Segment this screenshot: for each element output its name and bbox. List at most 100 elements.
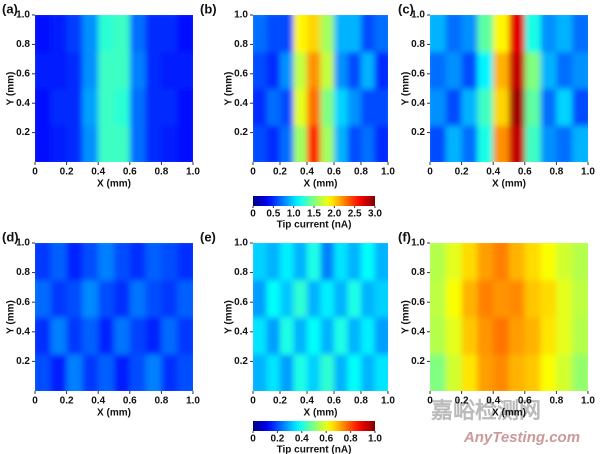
x-tick-label: 0.4 [486, 167, 500, 178]
heat-cell [477, 88, 494, 126]
heat-cell [253, 125, 267, 162]
heat-cell [509, 280, 526, 318]
heat-cell [177, 15, 193, 53]
heat-cell [524, 354, 542, 391]
heat-cell [280, 280, 294, 318]
heat-cell [320, 317, 335, 355]
x-tick-label: 0.8 [354, 396, 368, 407]
heat-cell [145, 125, 162, 162]
x-tick-label: 0 [32, 167, 38, 178]
heat-cell [430, 280, 447, 318]
heat-cell [509, 317, 526, 355]
heat-cell [540, 354, 557, 391]
heat-cell [82, 15, 99, 53]
heat-cell [347, 243, 362, 281]
heat-cell [50, 317, 68, 355]
heat-cell [361, 88, 375, 126]
heat-cell [430, 51, 447, 89]
heat-cell [266, 280, 281, 318]
colorbar-tick-label: 0.4 [295, 434, 309, 445]
heat-cell [161, 280, 178, 318]
heat-cell [374, 317, 388, 355]
heat-cell [556, 317, 573, 355]
y-tick-label: 0.4 [411, 326, 425, 337]
heat-cell [114, 51, 131, 89]
x-tick-label: 1.0 [581, 167, 595, 178]
x-axis-title: X (mm) [492, 408, 526, 419]
heat-cell [374, 243, 388, 281]
heat-cell [114, 243, 131, 281]
heat-cell [82, 88, 99, 126]
heat-cell [493, 15, 510, 53]
x-tick-label: 0.4 [300, 167, 314, 178]
heat-cell [35, 317, 52, 355]
x-axis-title: X (mm) [97, 179, 131, 190]
heat-cell [98, 15, 115, 53]
heat-cell [35, 243, 52, 281]
heat-cell [334, 280, 348, 318]
colorbar [253, 421, 375, 431]
heat-cell [320, 243, 335, 281]
heat-cell [461, 280, 478, 318]
watermark: AnyTesting.com [463, 429, 580, 446]
heat-cell [445, 51, 463, 89]
y-axis-title: Y (mm) [224, 72, 235, 106]
heat-cell [320, 354, 335, 391]
heat-cell [374, 354, 388, 391]
heat-cell [293, 125, 308, 162]
heatmap-cells [253, 243, 388, 391]
y-tick-label: 0.4 [16, 326, 30, 337]
y-tick-label: 0.4 [16, 98, 30, 109]
heat-cell [82, 243, 99, 281]
heat-cell [293, 15, 308, 53]
heat-cell [66, 354, 83, 391]
heatmap [430, 243, 588, 391]
heat-cell [572, 125, 588, 162]
heat-cell [347, 280, 362, 318]
colorbar-tick-label: 0 [250, 209, 256, 220]
y-tick-label: 0.6 [16, 297, 30, 308]
x-tick-label: 0.8 [154, 396, 168, 407]
heat-cell [540, 280, 557, 318]
heat-cell [361, 354, 375, 391]
y-tick-label: 0.6 [16, 68, 30, 79]
heat-cell [509, 15, 526, 53]
heat-cell [293, 280, 308, 318]
heat-cell [347, 51, 362, 89]
heat-cell [50, 354, 68, 391]
colorbar-tick-label: 2.5 [348, 209, 362, 220]
x-tick-label: 0.4 [91, 167, 105, 178]
heat-cell [493, 243, 510, 281]
x-axis-title: X (mm) [304, 408, 338, 419]
y-axis-title: Y (mm) [224, 300, 235, 334]
heat-cell [177, 125, 193, 162]
heat-cell [114, 354, 131, 391]
heat-cell [477, 51, 494, 89]
heat-cell [66, 15, 83, 53]
heat-cell [374, 280, 388, 318]
heat-cell [266, 88, 281, 126]
heat-cell [445, 125, 463, 162]
heat-cell [307, 51, 321, 89]
x-tick-label: 1.0 [581, 396, 595, 407]
heat-cell [253, 317, 267, 355]
heat-cell [461, 317, 478, 355]
colorbar-tick-label: 2.0 [327, 209, 341, 220]
heat-cell [280, 88, 294, 126]
heat-cell [361, 51, 375, 89]
y-tick-label: 0.2 [411, 356, 425, 367]
heat-cell [524, 317, 542, 355]
y-tick-label: 1.0 [234, 10, 248, 21]
heat-cell [320, 51, 335, 89]
heat-cell [509, 354, 526, 391]
y-axis-title: Y (mm) [401, 72, 412, 106]
heat-cell [50, 125, 68, 162]
heat-cell [129, 243, 147, 281]
x-tick-label: 0.6 [518, 167, 532, 178]
x-tick-label: 0.6 [518, 396, 532, 407]
heatmap [253, 243, 388, 391]
x-tick-label: 0 [427, 167, 433, 178]
panel-label: (e) [200, 229, 216, 244]
heat-cell [509, 125, 526, 162]
heat-cell [374, 51, 388, 89]
